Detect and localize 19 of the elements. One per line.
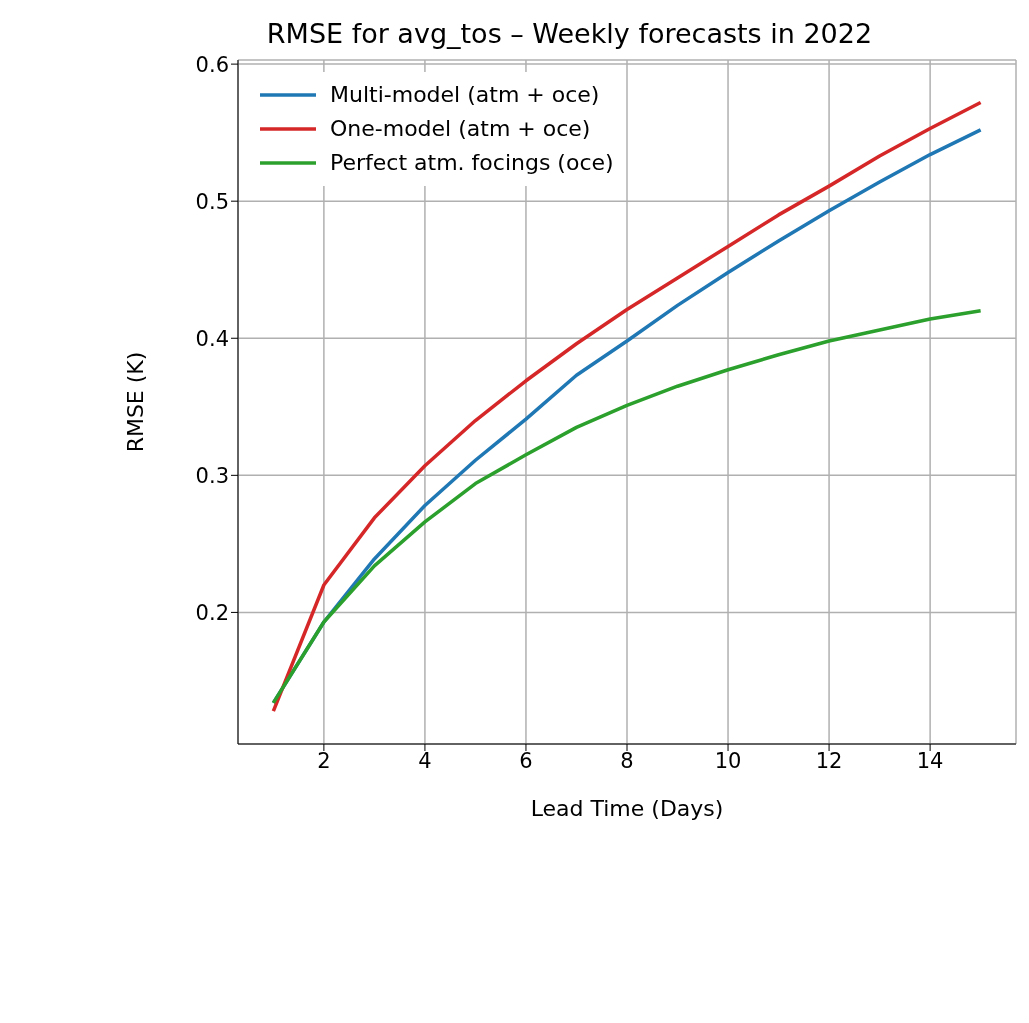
x-tick-label: 4 [418, 748, 432, 773]
x-axis-title: Lead Time (Days) [530, 796, 724, 821]
legend-label: Multi-model (atm + oce) [330, 81, 600, 109]
chart-title: RMSE for avg_tos – Weekly forecasts in 2022 [265, 18, 874, 49]
line-series [271, 309, 983, 705]
x-tick-label: 14 [916, 748, 944, 773]
x-tick-label: 8 [620, 748, 634, 773]
x-tick-label: 10 [714, 748, 742, 773]
x-tick-label: 12 [815, 748, 843, 773]
legend-label: One-model (atm + oce) [330, 115, 591, 143]
y-tick-label: 0.4 [195, 326, 229, 351]
legend-label: Perfect atm. focings (oce) [330, 149, 614, 177]
y-tick-label: 0.5 [195, 189, 229, 214]
x-tick-label: 2 [317, 748, 331, 773]
y-tick-label: 0.2 [195, 600, 229, 625]
x-tick-label: 6 [519, 748, 533, 773]
y-tick-label: 0.6 [195, 52, 229, 77]
y-tick-label: 0.3 [195, 463, 229, 488]
y-axis-title: RMSE (K) [122, 351, 148, 453]
